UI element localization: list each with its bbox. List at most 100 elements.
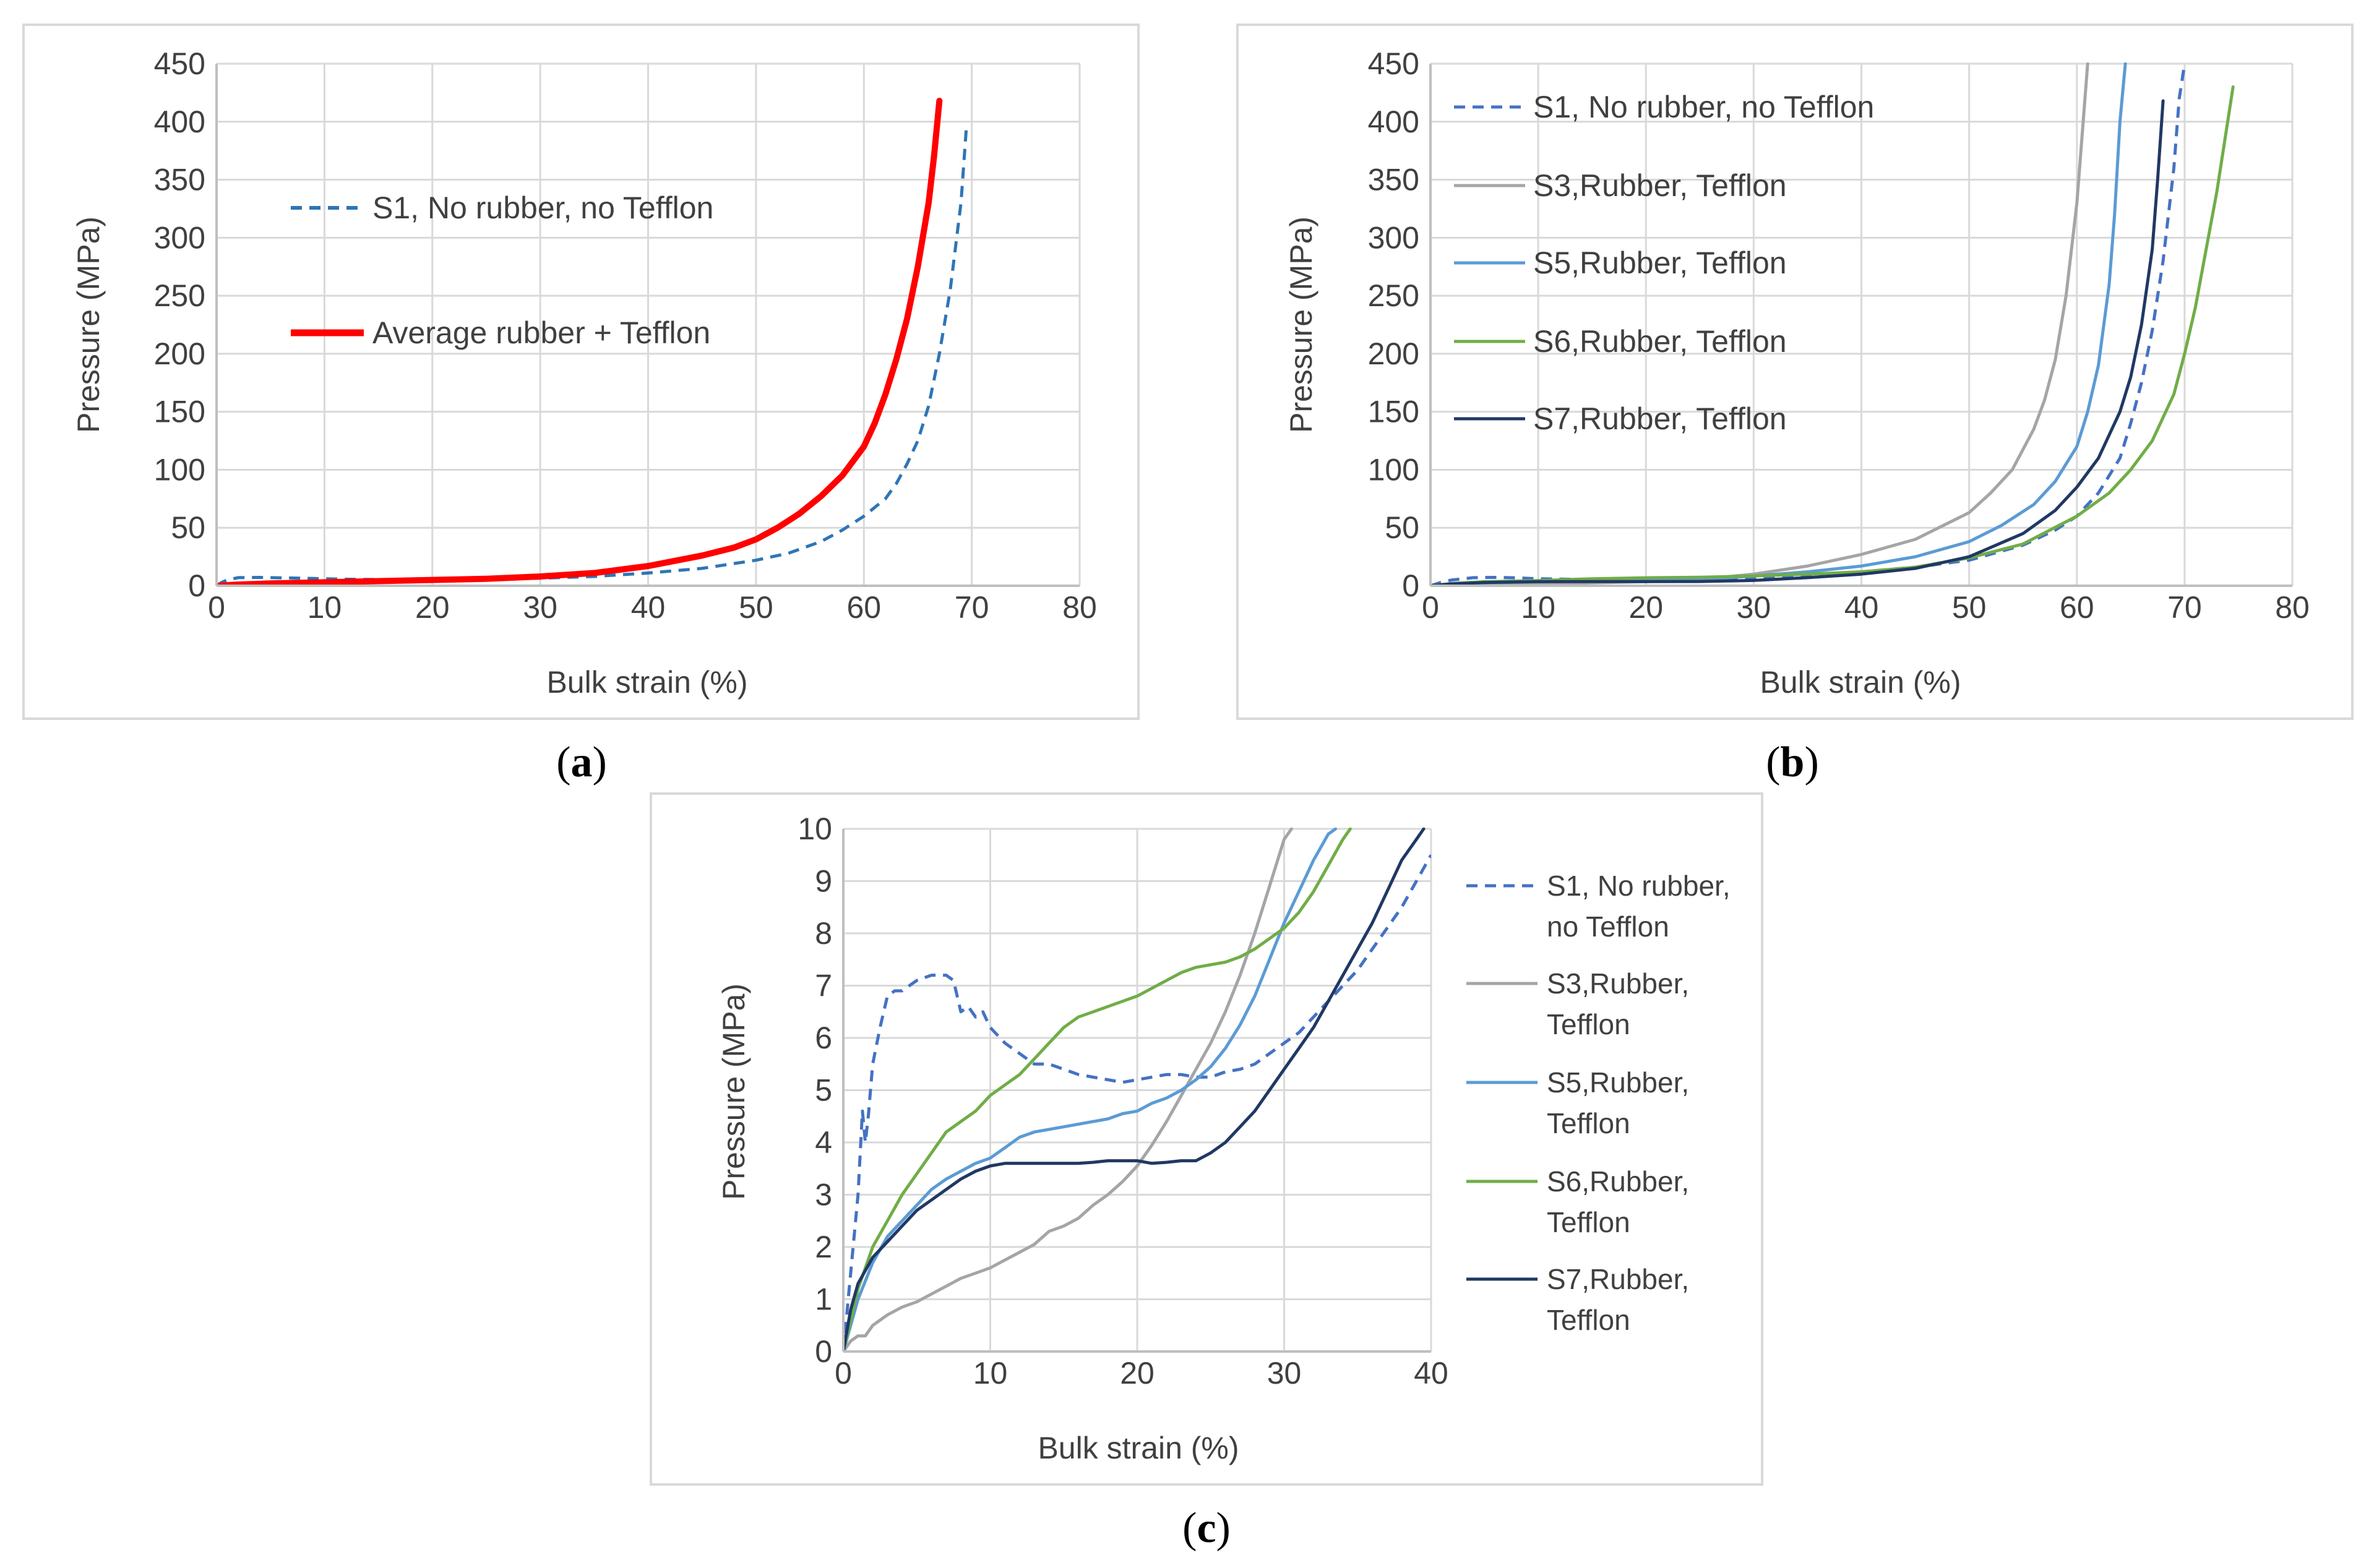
chart-c-legend: S1, No rubber, no Tefflon S3,Rubber, Teffl… [1466, 870, 1731, 1336]
chart-a-series [217, 98, 968, 587]
chart-a-y-tick-label-4: 200 [154, 336, 205, 371]
chart-a-series-line-1 [217, 98, 943, 587]
chart-a-x-tick-label-5: 50 [739, 590, 773, 625]
chart-b-y-tick-label-9: 450 [1368, 46, 1419, 81]
chart-b-legend-item-4: S7,Rubber, Tefflon [1454, 401, 1787, 436]
chart-a-y-tick-label-3: 150 [154, 395, 205, 429]
chart-b-legend-item-1: S3,Rubber, Tefflon [1454, 168, 1787, 203]
chart-c-x-tick-label-2: 20 [1120, 1356, 1155, 1390]
chart-c-series-line-3 [843, 828, 1352, 1353]
chart-c-series-line-1 [843, 828, 1293, 1353]
chart-a-grid [215, 62, 1081, 587]
chart-b-y-axis-label: Pressure (MPa) [1284, 216, 1318, 433]
chart-b-legend-label-0: S1, No rubber, no Tefflon [1533, 90, 1874, 124]
chart-c-legend-label-1: S3,Rubber, Tefflon [1547, 967, 1689, 1040]
chart-c-y-tick-label-10: 10 [798, 812, 832, 846]
chart-c-y-tick-label-5: 5 [815, 1073, 832, 1108]
chart-b-x-tick-label-5: 50 [1952, 590, 1987, 625]
chart-b-legend-item-2: S5,Rubber, Tefflon [1454, 246, 1787, 280]
chart-a-frame [22, 24, 1140, 720]
chart-c-legend-label-3: S6,Rubber, Tefflon [1547, 1165, 1689, 1238]
chart-a-legend-item-1: Average rubber + Tefflon [291, 315, 710, 350]
chart-b-axes: 0 10 20 30 40 50 60 70 80 0 50 100 150 200 250 300 350 40… [1368, 46, 2310, 625]
chart-b-x-tick-label-2: 20 [1628, 590, 1663, 625]
chart-b-y-tick-label-2: 100 [1368, 452, 1419, 487]
chart-c-legend-item-4: S7,Rubber, Tefflon [1466, 1263, 1689, 1336]
chart-b-x-tick-label-3: 30 [1737, 590, 1771, 625]
chart-a-legend-label-0: S1, No rubber, no Tefflon [372, 191, 713, 225]
chart-b-series-line-4 [1430, 99, 2165, 587]
chart-a-x-tick-label-7: 70 [955, 590, 989, 625]
chart-c-y-tick-label-9: 9 [815, 864, 832, 899]
chart-c-x-tick-label-0: 0 [835, 1356, 852, 1390]
chart-c-y-axis-label: Pressure (MPa) [716, 983, 751, 1200]
chart-b-x-tick-label-7: 70 [2167, 590, 2202, 625]
chart-a-axes: 0 10 20 30 40 50 60 70 80 0 50 100 150 200 250 300 350 40… [154, 46, 1097, 625]
chart-b-y-tick-label-7: 350 [1368, 163, 1419, 197]
chart-c-legend-item-1: S3,Rubber, Tefflon [1466, 967, 1689, 1040]
chart-b-x-axis-label: Bulk strain (%) [1760, 665, 1961, 700]
chart-b-legend-label-2: S5,Rubber, Tefflon [1533, 246, 1787, 280]
chart-c-y-tick-label-6: 6 [815, 1021, 832, 1055]
chart-c-legend-item-3: S6,Rubber, Tefflon [1466, 1165, 1689, 1238]
chart-b-legend-label-1: S3,Rubber, Tefflon [1533, 168, 1787, 203]
chart-b-legend-item-0: S1, No rubber, no Tefflon [1454, 90, 1874, 124]
chart-a-y-tick-label-9: 450 [154, 46, 205, 81]
chart-b-series [1430, 62, 2235, 587]
chart-b-y-tick-label-3: 150 [1368, 395, 1419, 429]
chart-c-legend-label-0: S1, No rubber, no Tefflon [1547, 870, 1731, 943]
chart-c-legend-label-4: S7,Rubber, Tefflon [1547, 1263, 1689, 1336]
chart-c-x-axis-label: Bulk strain (%) [1038, 1431, 1239, 1465]
chart-a-panel-label: (a) [556, 739, 607, 786]
chart-b-y-tick-label-5: 250 [1368, 278, 1419, 313]
chart-c-legend-item-2: S5,Rubber, Tefflon [1466, 1066, 1689, 1139]
chart-b-x-tick-label-8: 80 [2275, 590, 2310, 625]
chart-a-legend-label-1: Average rubber + Tefflon [372, 315, 710, 350]
chart-c-x-tick-label-1: 10 [973, 1356, 1008, 1390]
chart-b-y-tick-label-1: 50 [1385, 510, 1419, 545]
chart-a-x-tick-label-1: 10 [308, 590, 342, 625]
chart-c-series-line-0 [843, 854, 1431, 1352]
chart-c-series [843, 828, 1431, 1353]
chart-c-y-tick-label-8: 8 [815, 916, 832, 951]
chart-a-x-tick-label-3: 30 [523, 590, 557, 625]
chart-c-x-tick-label-3: 30 [1267, 1356, 1302, 1390]
chart-panel-b: 0 10 20 30 40 50 60 70 80 0 50 100 150 200 250 300 350 40… [1236, 24, 2354, 786]
chart-b-legend-label-4: S7,Rubber, Tefflon [1533, 401, 1787, 436]
chart-c-legend-label-2: S5,Rubber, Tefflon [1547, 1066, 1689, 1139]
chart-b-panel-label: (b) [1766, 739, 1819, 786]
chart-b-legend-label-3: S6,Rubber, Tefflon [1533, 324, 1787, 359]
chart-b-y-tick-label-6: 300 [1368, 220, 1419, 255]
chart-b-frame [1236, 24, 2354, 720]
chart-a-x-axis-label: Bulk strain (%) [546, 665, 747, 700]
chart-c-y-tick-label-7: 7 [815, 969, 832, 1003]
chart-b-series-line-3 [1430, 85, 2235, 587]
chart-a-y-tick-label-2: 100 [154, 452, 205, 487]
chart-b-y-tick-label-8: 400 [1368, 105, 1419, 139]
chart-a-y-tick-label-7: 350 [154, 163, 205, 197]
chart-a-x-tick-label-6: 60 [846, 590, 881, 625]
chart-c-y-tick-label-4: 4 [815, 1125, 832, 1160]
chart-c-axes: 0 10 20 30 40 0 1 2 3 4 5 6 7 8 9 10 [798, 812, 1448, 1390]
chart-panel-c: 0 10 20 30 40 0 1 2 3 4 5 6 7 8 9 10 S1, No rubber, no T… [650, 792, 1763, 1552]
chart-b-legend: S1, No rubber, no Tefflon S3,Rubber, Tef… [1454, 90, 1874, 436]
chart-c-y-tick-label-2: 2 [815, 1230, 832, 1264]
chart-a-y-axis-label: Pressure (MPa) [71, 216, 106, 433]
chart-a-legend-item-0: S1, No rubber, no Tefflon [291, 191, 713, 225]
chart-a-legend: S1, No rubber, no Tefflon Average rubber… [291, 191, 713, 350]
chart-b-y-tick-label-0: 0 [1402, 568, 1419, 603]
chart-b-x-tick-label-6: 60 [2060, 590, 2094, 625]
chart-c-legend-item-0: S1, No rubber, no Tefflon [1466, 870, 1731, 943]
chart-a-y-tick-label-1: 50 [171, 510, 205, 545]
chart-a-x-tick-label-8: 80 [1062, 590, 1097, 625]
chart-a-x-tick-label-2: 20 [415, 590, 450, 625]
chart-b-x-tick-label-1: 10 [1521, 590, 1555, 625]
chart-b-y-tick-label-4: 200 [1368, 336, 1419, 371]
chart-c-y-tick-label-3: 3 [815, 1178, 832, 1212]
chart-panel-a: 0 10 20 30 40 50 60 70 80 0 50 100 150 200 250 300 350 40… [22, 24, 1140, 786]
chart-c-x-tick-label-4: 40 [1414, 1356, 1448, 1390]
chart-c-y-tick-label-0: 0 [815, 1334, 832, 1369]
chart-c-y-tick-label-1: 1 [815, 1282, 832, 1317]
chart-b-x-tick-label-0: 0 [1422, 590, 1439, 625]
